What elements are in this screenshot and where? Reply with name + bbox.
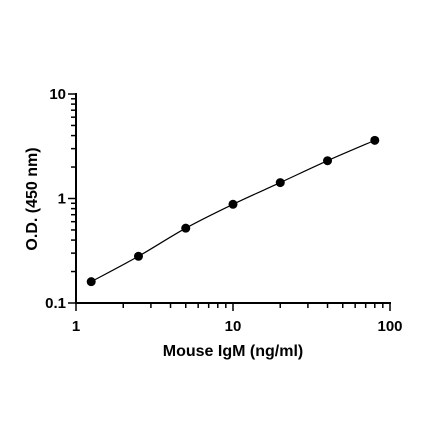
data-point bbox=[323, 156, 333, 166]
y-tick-label: 0.1 bbox=[45, 295, 66, 312]
data-point bbox=[370, 135, 380, 145]
axes bbox=[75, 93, 391, 304]
x-tick-label: 1 bbox=[72, 318, 80, 335]
data-points bbox=[86, 135, 380, 287]
data-point bbox=[228, 199, 238, 209]
y-tick-label: 1 bbox=[58, 191, 66, 208]
x-tick-label: 100 bbox=[377, 318, 402, 335]
fit-curve bbox=[90, 139, 376, 283]
y-axis-title: O.D. (450 nm) bbox=[24, 147, 41, 250]
data-point bbox=[133, 251, 143, 261]
y-tick-label: 10 bbox=[49, 86, 66, 103]
data-point bbox=[181, 223, 191, 233]
y-axis-ticks: 0.1 1 10 bbox=[45, 86, 76, 312]
x-axis-ticks: 1 10 100 bbox=[72, 303, 403, 335]
x-axis-title: Mouse IgM (ng/ml) bbox=[163, 343, 303, 360]
data-point bbox=[86, 277, 96, 287]
x-tick-label: 10 bbox=[225, 318, 242, 335]
data-point bbox=[275, 178, 285, 188]
